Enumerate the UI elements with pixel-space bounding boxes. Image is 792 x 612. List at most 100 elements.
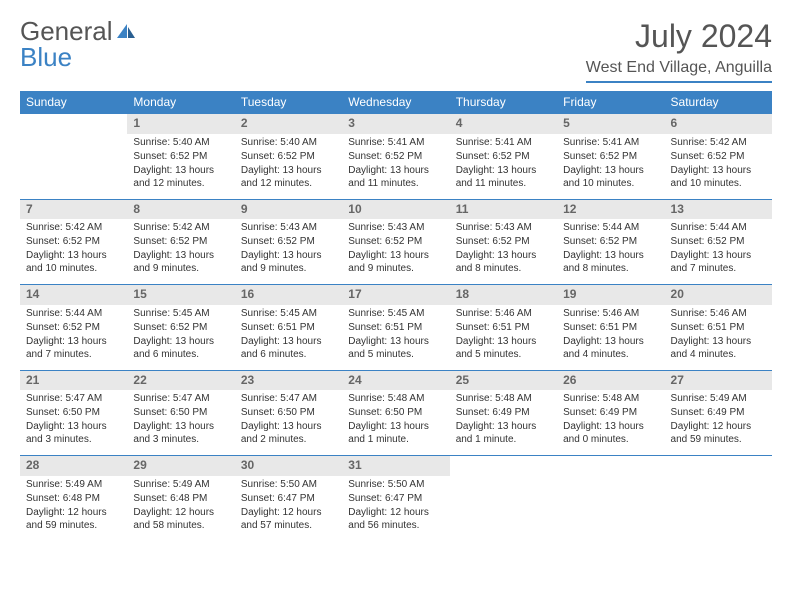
day-data-cell: Sunrise: 5:47 AMSunset: 6:50 PMDaylight:…: [20, 390, 127, 456]
day-number-cell: 27: [665, 370, 772, 390]
sunset-line: Sunset: 6:50 PM: [26, 406, 121, 419]
day-data-row: Sunrise: 5:47 AMSunset: 6:50 PMDaylight:…: [20, 390, 772, 456]
sunset-line: Sunset: 6:49 PM: [456, 406, 551, 419]
daylight-line: Daylight: 13 hours and 8 minutes.: [563, 249, 658, 275]
sunrise-line: Sunrise: 5:46 AM: [671, 307, 766, 320]
weekday-header: Wednesday: [342, 91, 449, 114]
day-number-cell: 28: [20, 456, 127, 476]
sunset-line: Sunset: 6:50 PM: [241, 406, 336, 419]
day-data-cell: Sunrise: 5:50 AMSunset: 6:47 PMDaylight:…: [235, 476, 342, 541]
day-number-cell: 9: [235, 199, 342, 219]
day-number-cell: 1: [127, 114, 234, 134]
sunset-line: Sunset: 6:52 PM: [456, 150, 551, 163]
header: GeneralBlue July 2024 West End Village, …: [20, 18, 772, 83]
day-data-cell: Sunrise: 5:45 AMSunset: 6:51 PMDaylight:…: [235, 305, 342, 371]
location: West End Village, Anguilla: [586, 59, 772, 83]
sunrise-line: Sunrise: 5:42 AM: [133, 221, 228, 234]
day-number-row: 28293031: [20, 456, 772, 476]
sunset-line: Sunset: 6:47 PM: [348, 492, 443, 505]
sunrise-line: Sunrise: 5:48 AM: [563, 392, 658, 405]
sunset-line: Sunset: 6:52 PM: [241, 235, 336, 248]
day-data-cell: Sunrise: 5:45 AMSunset: 6:51 PMDaylight:…: [342, 305, 449, 371]
daylight-line: Daylight: 13 hours and 9 minutes.: [241, 249, 336, 275]
day-data-cell: Sunrise: 5:46 AMSunset: 6:51 PMDaylight:…: [665, 305, 772, 371]
day-number-cell: 16: [235, 285, 342, 305]
day-number-cell: 29: [127, 456, 234, 476]
sunrise-line: Sunrise: 5:44 AM: [26, 307, 121, 320]
sunrise-line: Sunrise: 5:42 AM: [671, 136, 766, 149]
sunset-line: Sunset: 6:52 PM: [671, 235, 766, 248]
logo: GeneralBlue: [20, 18, 137, 70]
day-data-cell: Sunrise: 5:48 AMSunset: 6:50 PMDaylight:…: [342, 390, 449, 456]
day-data-cell: Sunrise: 5:44 AMSunset: 6:52 PMDaylight:…: [20, 305, 127, 371]
day-data-cell: Sunrise: 5:44 AMSunset: 6:52 PMDaylight:…: [557, 219, 664, 285]
sunrise-line: Sunrise: 5:47 AM: [26, 392, 121, 405]
day-data-cell: Sunrise: 5:48 AMSunset: 6:49 PMDaylight:…: [557, 390, 664, 456]
daylight-line: Daylight: 12 hours and 59 minutes.: [671, 420, 766, 446]
daylight-line: Daylight: 13 hours and 9 minutes.: [133, 249, 228, 275]
weekday-header: Thursday: [450, 91, 557, 114]
sunrise-line: Sunrise: 5:44 AM: [671, 221, 766, 234]
day-number-cell: [450, 456, 557, 476]
sunrise-line: Sunrise: 5:43 AM: [241, 221, 336, 234]
daylight-line: Daylight: 13 hours and 6 minutes.: [133, 335, 228, 361]
sunset-line: Sunset: 6:49 PM: [671, 406, 766, 419]
day-data-cell: [450, 476, 557, 541]
weekday-header: Friday: [557, 91, 664, 114]
daylight-line: Daylight: 13 hours and 12 minutes.: [133, 164, 228, 190]
weekday-header: Monday: [127, 91, 234, 114]
sunrise-line: Sunrise: 5:50 AM: [348, 478, 443, 491]
daylight-line: Daylight: 13 hours and 7 minutes.: [671, 249, 766, 275]
day-data-cell: Sunrise: 5:47 AMSunset: 6:50 PMDaylight:…: [235, 390, 342, 456]
sunset-line: Sunset: 6:51 PM: [563, 321, 658, 334]
day-number-cell: 4: [450, 114, 557, 134]
sunrise-line: Sunrise: 5:43 AM: [348, 221, 443, 234]
day-data-cell: Sunrise: 5:46 AMSunset: 6:51 PMDaylight:…: [450, 305, 557, 371]
sunrise-line: Sunrise: 5:49 AM: [26, 478, 121, 491]
daylight-line: Daylight: 13 hours and 11 minutes.: [348, 164, 443, 190]
daylight-line: Daylight: 13 hours and 8 minutes.: [456, 249, 551, 275]
day-number-cell: 10: [342, 199, 449, 219]
day-data-cell: Sunrise: 5:42 AMSunset: 6:52 PMDaylight:…: [127, 219, 234, 285]
sunset-line: Sunset: 6:52 PM: [133, 150, 228, 163]
day-data-cell: Sunrise: 5:49 AMSunset: 6:48 PMDaylight:…: [20, 476, 127, 541]
day-data-cell: Sunrise: 5:50 AMSunset: 6:47 PMDaylight:…: [342, 476, 449, 541]
sunset-line: Sunset: 6:50 PM: [133, 406, 228, 419]
daylight-line: Daylight: 12 hours and 58 minutes.: [133, 506, 228, 532]
sunset-line: Sunset: 6:52 PM: [26, 235, 121, 248]
title-block: July 2024 West End Village, Anguilla: [586, 18, 772, 83]
day-data-row: Sunrise: 5:44 AMSunset: 6:52 PMDaylight:…: [20, 305, 772, 371]
logo-text-general: General: [20, 18, 113, 44]
sunrise-line: Sunrise: 5:49 AM: [671, 392, 766, 405]
daylight-line: Daylight: 13 hours and 6 minutes.: [241, 335, 336, 361]
day-number-cell: 23: [235, 370, 342, 390]
daylight-line: Daylight: 13 hours and 5 minutes.: [348, 335, 443, 361]
day-number-cell: 2: [235, 114, 342, 134]
sunrise-line: Sunrise: 5:50 AM: [241, 478, 336, 491]
daylight-line: Daylight: 13 hours and 3 minutes.: [26, 420, 121, 446]
sail-icon: [115, 18, 137, 44]
daylight-line: Daylight: 13 hours and 7 minutes.: [26, 335, 121, 361]
day-number-cell: 24: [342, 370, 449, 390]
daylight-line: Daylight: 13 hours and 10 minutes.: [671, 164, 766, 190]
day-number-cell: 31: [342, 456, 449, 476]
day-number-row: 14151617181920: [20, 285, 772, 305]
sunset-line: Sunset: 6:52 PM: [563, 235, 658, 248]
month-title: July 2024: [586, 18, 772, 55]
sunrise-line: Sunrise: 5:45 AM: [348, 307, 443, 320]
sunset-line: Sunset: 6:52 PM: [348, 150, 443, 163]
sunset-line: Sunset: 6:52 PM: [671, 150, 766, 163]
day-number-cell: 11: [450, 199, 557, 219]
day-data-cell: Sunrise: 5:45 AMSunset: 6:52 PMDaylight:…: [127, 305, 234, 371]
weekday-header: Saturday: [665, 91, 772, 114]
sunrise-line: Sunrise: 5:49 AM: [133, 478, 228, 491]
day-data-cell: Sunrise: 5:46 AMSunset: 6:51 PMDaylight:…: [557, 305, 664, 371]
day-data-cell: Sunrise: 5:41 AMSunset: 6:52 PMDaylight:…: [342, 134, 449, 200]
sunset-line: Sunset: 6:51 PM: [241, 321, 336, 334]
daylight-line: Daylight: 13 hours and 10 minutes.: [26, 249, 121, 275]
day-number-cell: 26: [557, 370, 664, 390]
sunset-line: Sunset: 6:52 PM: [26, 321, 121, 334]
day-data-cell: Sunrise: 5:43 AMSunset: 6:52 PMDaylight:…: [450, 219, 557, 285]
day-data-cell: [665, 476, 772, 541]
daylight-line: Daylight: 13 hours and 4 minutes.: [563, 335, 658, 361]
